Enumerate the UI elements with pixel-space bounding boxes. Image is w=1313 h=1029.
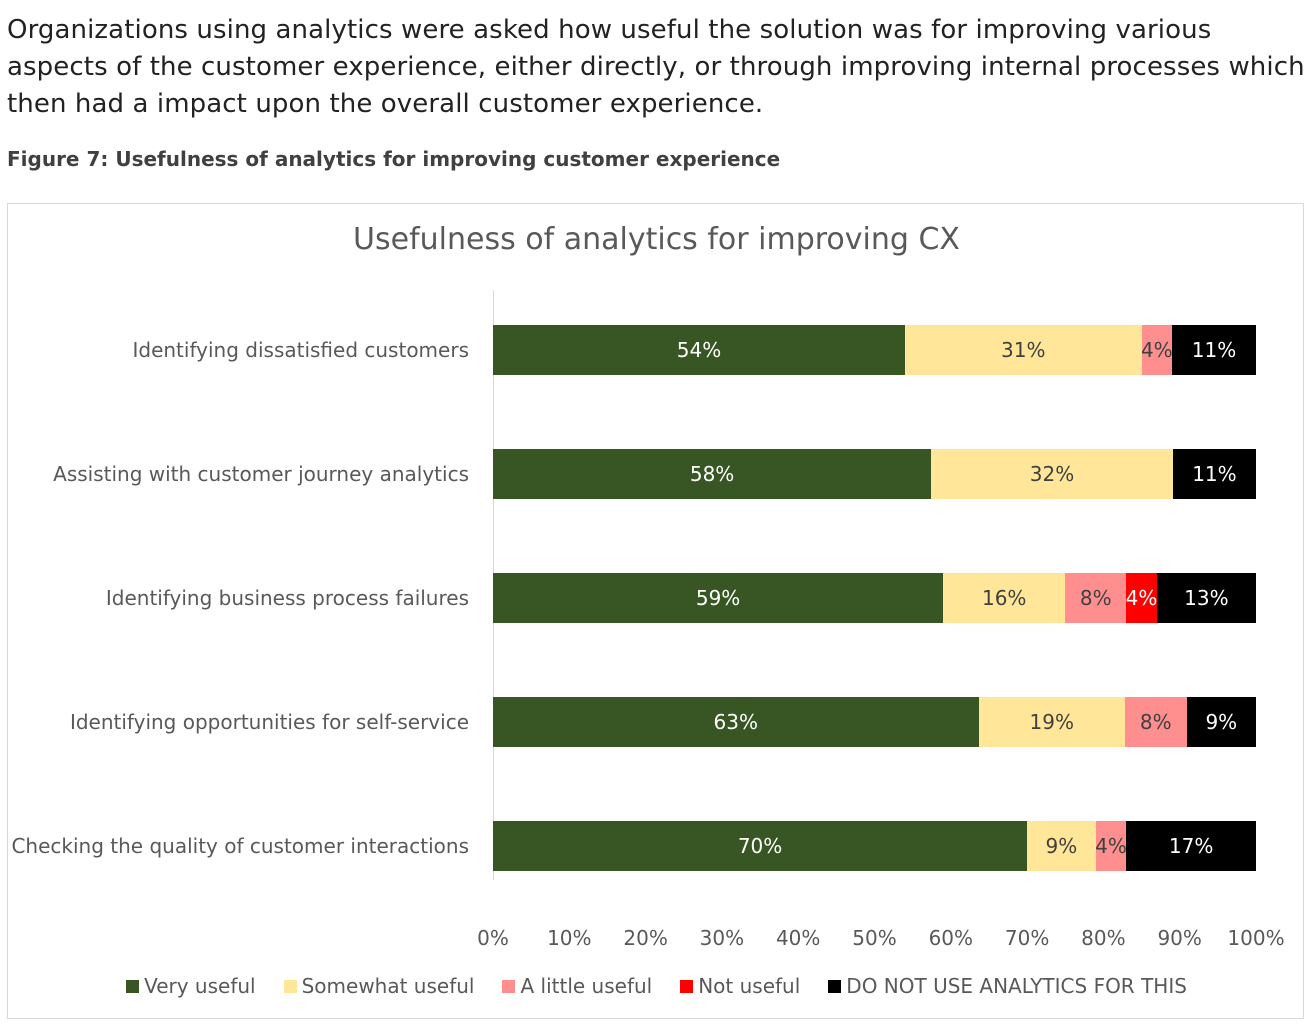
bar-segment: 4%: [1126, 573, 1157, 623]
category-label: Identifying opportunities for self-servi…: [69, 710, 469, 734]
data-label: 4%: [1140, 338, 1173, 362]
legend-label: Not useful: [698, 974, 801, 998]
bar-segment: 31%: [905, 325, 1142, 375]
bar-segment: 17%: [1126, 821, 1256, 871]
bar-segment: 9%: [1027, 821, 1096, 871]
data-label: 13%: [1184, 586, 1229, 610]
data-label: 59%: [695, 586, 741, 610]
bar-segment: 54%: [493, 325, 906, 375]
legend-swatch: [828, 979, 842, 993]
legend-item: Very useful: [126, 974, 256, 998]
x-tick-label: 100%: [1227, 926, 1285, 950]
data-label: 4%: [1095, 834, 1127, 858]
bar-segment: 4%: [1140, 325, 1173, 375]
bar-segment: 4%: [1095, 821, 1127, 871]
bar-segment: 11%: [1172, 325, 1256, 375]
data-label: 31%: [1001, 338, 1046, 362]
category-label: Identifying dissatisfied customers: [132, 338, 469, 362]
figure-caption: Figure 7: Usefulness of analytics for im…: [7, 147, 781, 171]
data-label: 8%: [1079, 586, 1112, 610]
legend-item: DO NOT USE ANALYTICS FOR THIS: [828, 974, 1187, 998]
bar-segment: 58%: [493, 449, 932, 499]
legend-label: A little useful: [520, 974, 653, 998]
legend-item: Not useful: [680, 974, 800, 998]
bar-segment: 63%: [493, 697, 979, 747]
data-label: 19%: [1029, 710, 1074, 734]
bar-segment: 32%: [931, 449, 1173, 499]
data-label: 63%: [713, 710, 758, 734]
x-tick-label: 40%: [775, 926, 821, 950]
bar-segment: 13%: [1156, 573, 1256, 623]
intro-paragraph: Organizations using analytics were asked…: [7, 15, 1305, 119]
bar-segment: 11%: [1172, 449, 1256, 499]
legend-swatch: [680, 979, 694, 993]
category-label: Checking the quality of customer interac…: [11, 834, 469, 858]
category-label: Assisting with customer journey analytic…: [53, 462, 469, 486]
data-label: 11%: [1191, 338, 1237, 362]
data-label: 32%: [1029, 462, 1075, 486]
legend-item: Somewhat useful: [283, 974, 475, 998]
x-tick-label: 10%: [547, 926, 592, 950]
data-label: 9%: [1045, 834, 1078, 858]
data-label: 8%: [1139, 710, 1172, 734]
bar-segment: 16%: [943, 573, 1066, 623]
legend-swatch: [502, 979, 516, 993]
x-tick-label: 60%: [928, 926, 974, 950]
x-tick-label: 70%: [1004, 926, 1050, 950]
x-tick-label: 0%: [477, 926, 509, 950]
data-label: 70%: [737, 834, 783, 858]
legend-swatch: [283, 979, 297, 993]
bar-segment: 59%: [493, 573, 944, 623]
legend-swatch: [126, 979, 140, 993]
x-tick-label: 20%: [623, 926, 668, 950]
data-label: 4%: [1125, 586, 1158, 610]
legend-label: DO NOT USE ANALYTICS FOR THIS: [846, 974, 1187, 998]
data-label: 11%: [1192, 462, 1237, 486]
legend-label: Somewhat useful: [301, 974, 475, 998]
data-label: 54%: [676, 338, 722, 362]
chart-frame: [7, 203, 1304, 1019]
chart-title: Usefulness of analytics for improving CX: [353, 222, 960, 257]
data-label: 16%: [981, 586, 1027, 610]
x-tick-label: 30%: [699, 926, 745, 950]
bar-segment: 9%: [1186, 697, 1256, 747]
legend-label: Very useful: [144, 974, 256, 998]
category-label: Identifying business process failures: [105, 586, 469, 610]
bar-segment: 8%: [1124, 697, 1187, 747]
bar-segment: 8%: [1065, 573, 1127, 623]
legend-item: A little useful: [502, 974, 652, 998]
x-tick-label: 50%: [852, 926, 897, 950]
data-label: 9%: [1205, 710, 1238, 734]
data-label: 58%: [689, 462, 735, 486]
legend: Very useful Somewhat useful A little usefu…: [0, 974, 1313, 998]
x-tick-label: 90%: [1157, 926, 1202, 950]
bar-segment: 70%: [493, 821, 1028, 871]
bar-segment: 19%: [978, 697, 1125, 747]
x-tick-label: 80%: [1081, 926, 1126, 950]
data-label: 17%: [1168, 834, 1214, 858]
